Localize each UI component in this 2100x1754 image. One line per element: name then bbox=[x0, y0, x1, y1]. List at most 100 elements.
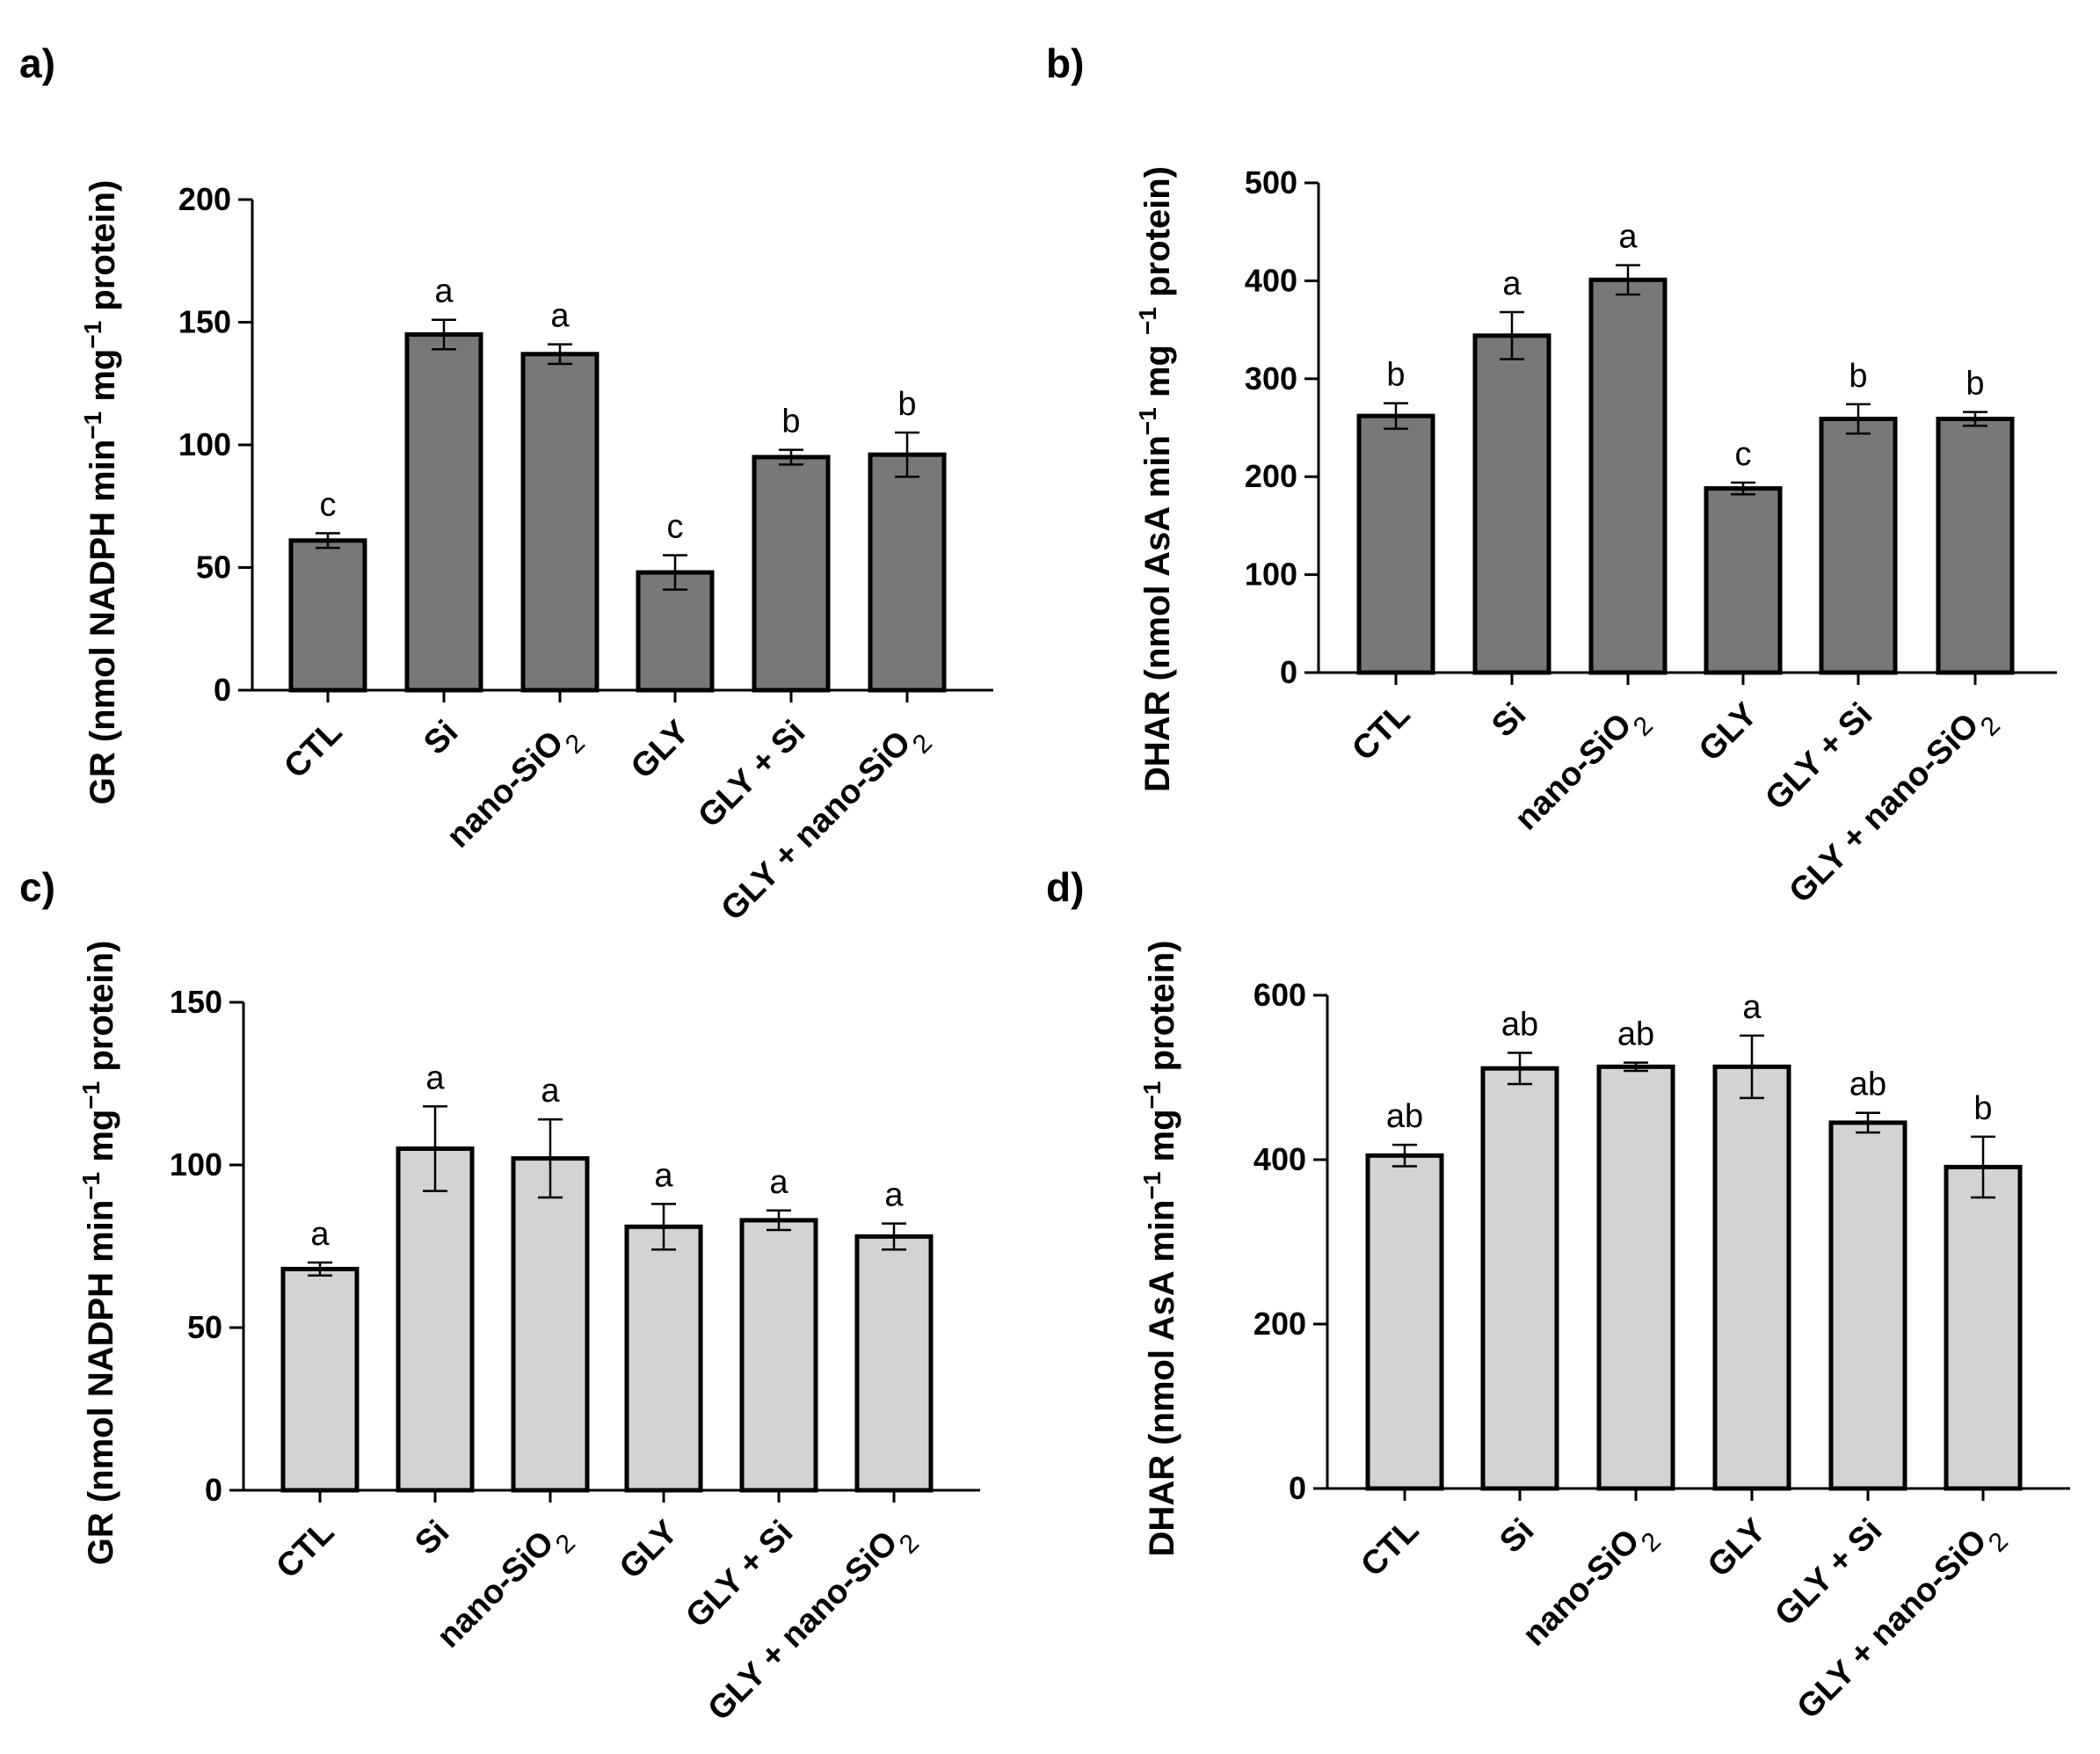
y-axis-title-part: protein) bbox=[82, 941, 120, 1081]
significance-label: a bbox=[1618, 219, 1638, 256]
significance-label: a bbox=[541, 1073, 560, 1110]
category-label: CTL bbox=[1345, 696, 1417, 768]
category-label: GLY bbox=[1701, 1512, 1773, 1584]
category-label: GLY + Si bbox=[1758, 696, 1879, 818]
y-tick-label: 0 bbox=[214, 672, 231, 708]
category-label-text: Si bbox=[417, 714, 465, 762]
category-label-text: GLY + Si bbox=[691, 714, 812, 835]
bar-1 bbox=[288, 538, 367, 693]
y-tick-label: 200 bbox=[1253, 1306, 1306, 1342]
bar-2 bbox=[1472, 333, 1551, 675]
category-label: GLY + nano-SiO2 bbox=[1783, 696, 2006, 920]
y-tick-label: 400 bbox=[1253, 1141, 1306, 1177]
y-axis-title-superscript: −1 bbox=[77, 1172, 105, 1200]
y-axis-title-part: mg bbox=[1138, 335, 1177, 407]
category-label: GLY + Si bbox=[691, 714, 812, 835]
chart-panel-1: a) 0 50 100 150 200 GR (nmol NADPH min−1 mg−1 … bbox=[19, 40, 993, 937]
category-label: GLY + Si bbox=[679, 1514, 800, 1635]
category-label-text: GLY + nano-SiO bbox=[701, 1524, 905, 1728]
bar-1 bbox=[280, 1266, 360, 1493]
bar-4 bbox=[1704, 486, 1783, 675]
significance-label: b bbox=[1966, 366, 1984, 403]
category-label: CTL bbox=[1354, 1512, 1426, 1584]
bar-4 bbox=[1712, 1064, 1791, 1491]
y-axis-title-part: protein) bbox=[84, 180, 122, 321]
panel-letter: c) bbox=[19, 864, 55, 910]
bar-2 bbox=[396, 1146, 475, 1493]
significance-label: b bbox=[1849, 358, 1867, 395]
significance-label: a bbox=[1502, 266, 1522, 302]
y-axis-title: GR (nmol NADPH min−1 mg−1 protein) bbox=[77, 941, 121, 1566]
bar-5 bbox=[752, 455, 831, 693]
panel-letter: b) bbox=[1046, 40, 1084, 86]
bar-6 bbox=[1936, 416, 2015, 675]
category-label: GLY + nano-SiO2 bbox=[701, 1514, 925, 1737]
y-axis-title-superscript: −1 bbox=[77, 1081, 105, 1110]
significance-label: a bbox=[550, 298, 570, 335]
bar-6 bbox=[854, 1234, 934, 1493]
y-axis-title: GR (nmol NADPH min−1 mg−1 protein) bbox=[79, 180, 123, 805]
significance-label: c bbox=[320, 486, 337, 523]
y-tick-label: 0 bbox=[1289, 1470, 1306, 1506]
y-tick-label: 100 bbox=[1245, 557, 1297, 593]
y-tick-label: 300 bbox=[1245, 360, 1297, 397]
category-label-text: Si bbox=[1485, 696, 1533, 745]
y-axis-title-superscript: −1 bbox=[79, 321, 106, 349]
y-axis-title-part: DHAR (nmol AsA min bbox=[1138, 435, 1177, 792]
bar-1 bbox=[1356, 413, 1435, 675]
category-label: GLY bbox=[613, 1514, 685, 1586]
bar-3 bbox=[511, 1156, 590, 1493]
bar-1 bbox=[1365, 1153, 1444, 1491]
y-tick-label: 100 bbox=[170, 1146, 222, 1183]
significance-label: ab bbox=[1501, 1006, 1538, 1043]
y-axis-title-superscript: −1 bbox=[1134, 307, 1161, 335]
y-axis-title-part: mg bbox=[1143, 1109, 1181, 1171]
category-label: GLY + Si bbox=[1768, 1512, 1889, 1634]
category-label-text: Si bbox=[408, 1514, 456, 1562]
y-tick-label: 200 bbox=[178, 181, 231, 217]
category-label: nano-SiO2 bbox=[1515, 1512, 1666, 1663]
y-axis-title-part: mg bbox=[84, 349, 122, 411]
panel-letter: a) bbox=[19, 40, 55, 86]
significance-label: a bbox=[1742, 989, 1762, 1026]
category-label: GLY + nano-SiO2 bbox=[715, 714, 938, 937]
bar-4 bbox=[624, 1224, 703, 1493]
category-label: CTL bbox=[277, 714, 349, 786]
category-label-text: GLY + Si bbox=[1758, 696, 1879, 818]
y-tick-label: 400 bbox=[1245, 262, 1297, 298]
y-axis-title-superscript: −1 bbox=[1138, 1081, 1166, 1110]
category-label: Si bbox=[1485, 696, 1533, 745]
y-axis-title-superscript: −1 bbox=[1138, 1172, 1166, 1200]
bar-5 bbox=[1828, 1120, 1907, 1491]
y-tick-label: 100 bbox=[178, 426, 231, 462]
bar-3 bbox=[1596, 1064, 1675, 1491]
bar-3 bbox=[520, 352, 599, 693]
bar-2 bbox=[404, 331, 483, 693]
category-label-text: GLY + nano-SiO bbox=[1791, 1522, 1995, 1726]
y-axis-title-part: GR (nmol NADPH min bbox=[82, 1200, 120, 1566]
category-label-text: GLY bbox=[1692, 696, 1764, 768]
category-label: Si bbox=[417, 714, 465, 762]
significance-label: c bbox=[667, 509, 684, 546]
category-label: GLY + nano-SiO2 bbox=[1791, 1512, 2014, 1736]
category-label: Si bbox=[408, 1514, 456, 1562]
category-label-text: Si bbox=[1493, 1512, 1541, 1561]
category-label: GLY bbox=[624, 714, 696, 786]
significance-label: ab bbox=[1617, 1016, 1654, 1053]
y-tick-label: 500 bbox=[1245, 164, 1297, 200]
significance-label: b bbox=[1386, 357, 1405, 394]
y-axis-title-part: DHAR (nmol AsA min bbox=[1143, 1200, 1181, 1557]
category-label-text: CTL bbox=[1345, 696, 1417, 768]
significance-label: ab bbox=[1386, 1098, 1423, 1135]
y-tick-label: 150 bbox=[178, 304, 231, 340]
y-axis-title-part: protein) bbox=[1143, 941, 1181, 1081]
category-label: CTL bbox=[269, 1514, 341, 1586]
category-label-text: GLY + Si bbox=[679, 1514, 800, 1635]
significance-label: b bbox=[781, 404, 800, 440]
category-label-text: CTL bbox=[269, 1514, 341, 1586]
y-axis-title-superscript: −1 bbox=[79, 411, 106, 440]
